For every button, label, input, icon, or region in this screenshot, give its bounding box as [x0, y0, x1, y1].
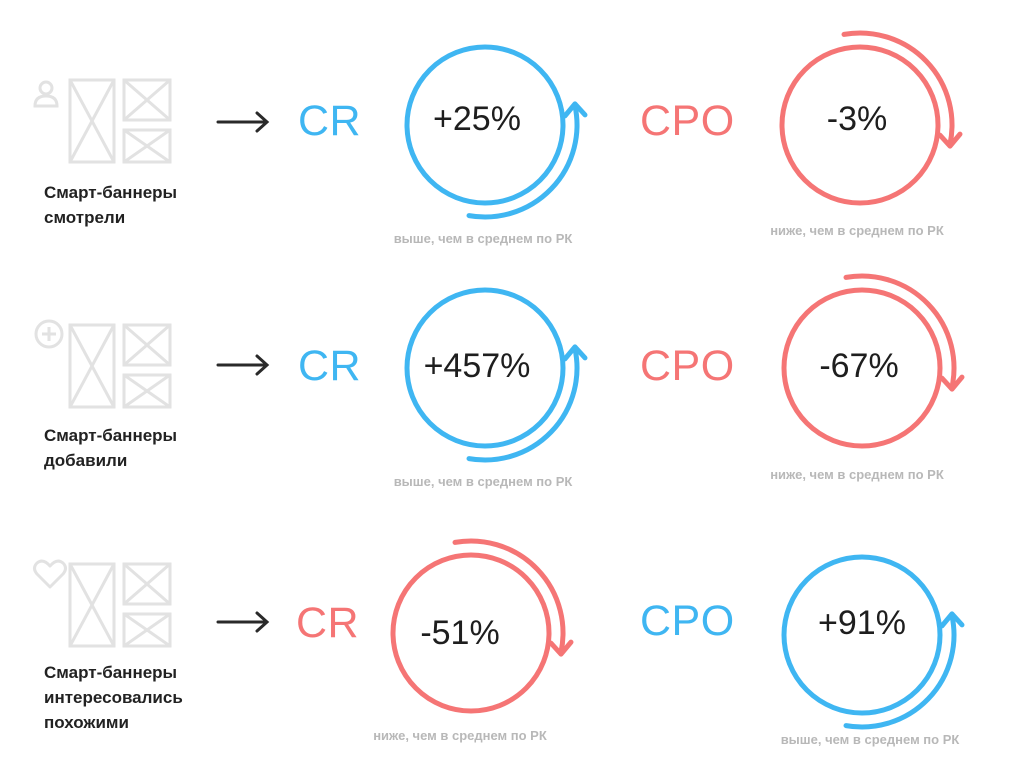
arrow-head	[562, 101, 588, 119]
ring-up-icon	[781, 554, 965, 730]
ring-circle	[390, 552, 552, 714]
cpo-value: -3%	[826, 100, 888, 138]
row-label: Смарт-баннеры добавили	[44, 426, 178, 470]
cpo-note: ниже, чем в среднем по РК	[770, 467, 944, 482]
banner-wireframe-icon	[68, 323, 172, 409]
ring-up-icon	[404, 287, 588, 463]
ring-circle	[781, 287, 943, 449]
arrow-head	[937, 131, 963, 149]
arrow-arc-up	[843, 613, 957, 730]
metric-cr: CR	[296, 599, 360, 647]
row-label: Смарт-баннеры смотрели	[44, 183, 178, 227]
ring-down-icon	[390, 538, 574, 714]
row-viewed: Смарт-баннеры смотрели CR +25% выше, чем…	[0, 0, 1017, 250]
arrow-head	[562, 344, 588, 362]
cpo-note: выше, чем в среднем по РК	[780, 732, 960, 747]
metric-cpo: CPO	[640, 97, 735, 145]
cr-note: выше, чем в среднем по РК	[393, 231, 573, 246]
arrow-arc-down	[841, 30, 955, 147]
heart-icon	[33, 559, 67, 589]
ring-circle	[404, 44, 566, 206]
cpo-value: +91%	[818, 604, 906, 642]
metric-cr: CR	[298, 97, 362, 145]
arrow-head	[939, 611, 965, 629]
arrow-arc-up	[466, 103, 580, 220]
ring-down-icon	[779, 30, 963, 206]
metric-cpo: CPO	[640, 342, 735, 390]
row-similar: Смарт-баннеры интересовались похожими CR…	[0, 490, 1017, 747]
banner-wireframe-icon	[68, 78, 172, 164]
user-icon	[33, 80, 59, 108]
arrow-head	[548, 639, 574, 657]
arrow-right-icon	[216, 354, 270, 376]
arrow-head	[939, 374, 965, 392]
ring-circle	[779, 44, 941, 206]
cr-value: +457%	[423, 347, 531, 385]
cr-value: +25%	[433, 100, 521, 138]
plus-circle-icon	[34, 319, 64, 349]
metric-cpo: CPO	[640, 597, 735, 645]
row-label: Смарт-баннеры интересовались похожими	[44, 663, 183, 732]
cr-note: ниже, чем в среднем по РК	[373, 728, 547, 743]
cpo-value: -67%	[819, 347, 899, 385]
cr-note: выше, чем в среднем по РК	[393, 474, 573, 489]
arrow-arc-down	[452, 538, 566, 655]
ring-circle	[781, 554, 943, 716]
banner-wireframe-icon	[68, 562, 172, 648]
arrow-arc-down	[843, 273, 957, 390]
row-added: Смарт-баннеры добавили CR +457% выше, че…	[0, 245, 1017, 495]
ring-up-icon	[404, 44, 588, 220]
metric-cr: CR	[298, 342, 362, 390]
arrow-right-icon	[216, 111, 270, 133]
cr-value: -51%	[420, 614, 500, 652]
arrow-arc-up	[466, 346, 580, 463]
cpo-note: ниже, чем в среднем по РК	[770, 223, 944, 238]
ring-circle	[404, 287, 566, 449]
arrow-right-icon	[216, 611, 270, 633]
ring-down-icon	[781, 273, 965, 449]
